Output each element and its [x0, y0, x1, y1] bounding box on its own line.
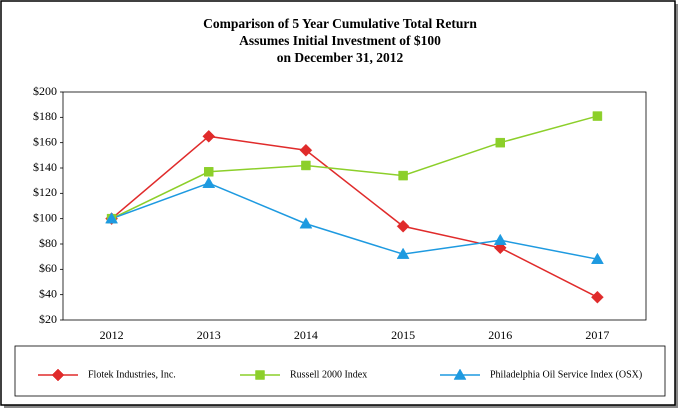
- x-tick-label: 2016: [488, 328, 512, 342]
- y-tick-label: $180: [33, 109, 57, 123]
- x-tick-label: 2012: [100, 328, 124, 342]
- point: [299, 217, 313, 229]
- y-tick-label: $60: [39, 261, 57, 275]
- point: [591, 290, 604, 304]
- y-tick-label: $120: [33, 185, 57, 199]
- legend-label: Flotek Industries, Inc.: [88, 369, 176, 380]
- y-tick-label: $40: [39, 286, 57, 300]
- series-line: [111, 182, 598, 260]
- frame: [0, 0, 676, 406]
- chart-subtitle: on December 31, 2012: [277, 50, 404, 65]
- series-line: [111, 115, 598, 220]
- legend-marker: [255, 370, 265, 380]
- point: [396, 219, 410, 233]
- y-tick-label: $200: [33, 84, 57, 98]
- y-tick-label: $20: [39, 312, 57, 326]
- legend-marker: [51, 368, 65, 382]
- x-tick-label: 2014: [294, 328, 318, 342]
- point: [398, 170, 408, 181]
- point: [202, 129, 216, 143]
- y-tick-label: $160: [33, 134, 57, 148]
- chart-title: Comparison of 5 Year Cumulative Total Re…: [203, 16, 477, 31]
- legend-label: Philadelphia Oil Service Index (OSX): [490, 369, 642, 380]
- point: [202, 176, 216, 188]
- point: [204, 167, 214, 177]
- point: [592, 111, 603, 121]
- x-tick-label: 2013: [197, 328, 221, 342]
- chart-subtitle: Assumes Initial Investment of $100: [239, 33, 441, 48]
- y-tick-label: $140: [33, 160, 57, 174]
- legend-label: Russell 2000 Index: [290, 369, 367, 380]
- point: [299, 143, 313, 157]
- y-tick-label: $80: [39, 236, 57, 250]
- plot-area: [62, 91, 647, 321]
- point: [495, 137, 505, 148]
- point: [301, 160, 311, 171]
- point: [396, 247, 410, 259]
- series-line: [111, 135, 598, 298]
- legend-marker: [453, 368, 467, 380]
- y-tick-label: $100: [33, 210, 57, 224]
- point: [105, 212, 119, 224]
- x-tick-label: 2015: [391, 328, 415, 342]
- legend-box: [14, 345, 666, 397]
- point: [590, 252, 604, 264]
- x-tick-label: 2017: [585, 328, 609, 342]
- point: [493, 233, 507, 245]
